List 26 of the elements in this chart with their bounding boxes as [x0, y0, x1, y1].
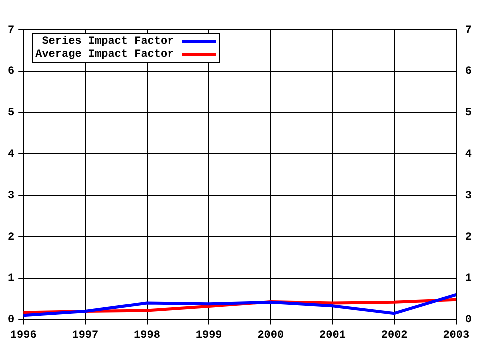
- y2-tick-label: 0: [465, 314, 472, 327]
- x-tick-label: 1997: [72, 330, 99, 342]
- x-tick-label: 1999: [196, 330, 222, 342]
- y-tick-label: 6: [8, 66, 15, 78]
- y2-tick-label: 5: [465, 108, 472, 120]
- x-tick-label: 2001: [320, 330, 346, 342]
- x-tick-label: 2000: [258, 330, 284, 342]
- x-tick-label: 1998: [134, 330, 161, 342]
- y-tick-label: 0: [8, 314, 15, 327]
- legend-label: Average Impact Factor: [36, 48, 174, 60]
- y2-tick-label: 4: [465, 148, 472, 161]
- y-tick-label: 1: [8, 273, 15, 286]
- y-tick-label: 4: [8, 148, 15, 161]
- y-tick-label: 7: [8, 24, 15, 37]
- y-tick-label: 2: [8, 232, 15, 244]
- x-tick-label: 1996: [10, 330, 37, 342]
- y-tick-label: 3: [8, 190, 15, 202]
- y2-tick-label: 7: [465, 24, 472, 37]
- y-tick-label: 5: [8, 108, 15, 120]
- y2-tick-label: 2: [465, 232, 472, 244]
- x-tick-label: 2003: [443, 330, 470, 342]
- y2-tick-label: 3: [465, 190, 472, 202]
- x-tick-label: 2002: [381, 330, 408, 342]
- legend-label: Series Impact Factor: [42, 36, 174, 48]
- y2-tick-label: 1: [465, 273, 472, 286]
- y2-tick-label: 6: [465, 66, 472, 78]
